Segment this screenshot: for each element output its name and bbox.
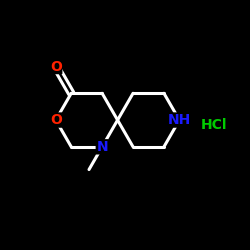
Text: NH: NH [168,113,191,127]
Text: HCl: HCl [200,118,227,132]
Text: O: O [50,113,62,127]
Text: O: O [50,60,62,74]
Text: N: N [96,140,108,154]
